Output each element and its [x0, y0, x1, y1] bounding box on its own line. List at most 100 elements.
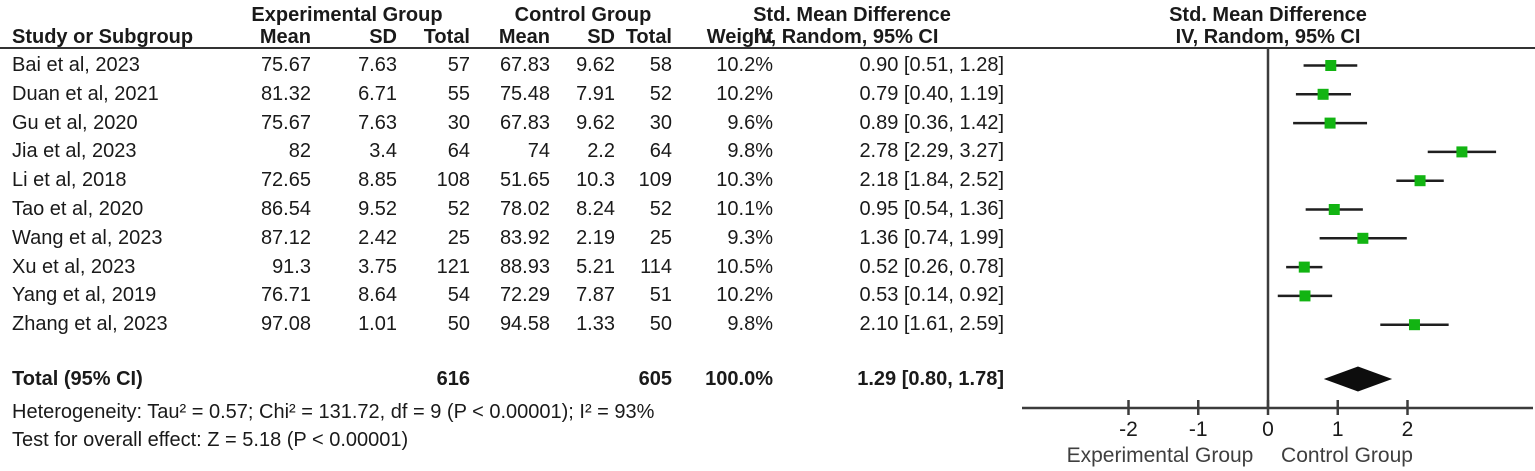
- ci-text: 0.79 [0.40, 1.19]: [859, 82, 1004, 105]
- ctrl-sd: 7.91: [576, 82, 615, 105]
- exp-mean: 75.67: [260, 54, 311, 76]
- ci-text: 2.78 [2.29, 3.27]: [859, 140, 1004, 163]
- ctrl-sd: 9.62: [576, 54, 615, 76]
- total-exp-n: 616: [436, 368, 470, 390]
- effect-marker: [1456, 146, 1468, 158]
- exp-sd: 8.85: [358, 169, 397, 192]
- ci-text: 2.18 [1.84, 2.52]: [859, 169, 1004, 192]
- ctrl-total: 25: [649, 226, 672, 249]
- exp-sd: 2.42: [358, 226, 397, 249]
- exp-total: 64: [447, 140, 470, 163]
- exp-total: 52: [447, 198, 470, 220]
- exp-sd: 1.01: [358, 313, 397, 336]
- exp-sd: 3.75: [358, 255, 397, 278]
- ctrl-total: 30: [649, 111, 672, 134]
- header-control-group: Control Group: [514, 4, 652, 26]
- study-name: Xu et al, 2023: [12, 255, 136, 278]
- study-row: Tao et al, 2020 86.54 9.52 52 78.02 8.24 52 10.…: [0, 195, 1535, 224]
- header-study-col: Study or Subgroup: [12, 26, 194, 48]
- header-plot-sub: IV, Random, 95% CI: [1175, 26, 1361, 48]
- study-row: Li et al, 2018 72.65 8.85 108 51.65 10.3 109 10…: [0, 166, 1535, 195]
- effect-marker: [1299, 290, 1311, 302]
- effect-marker: [1357, 232, 1369, 244]
- ctrl-mean: 94.58: [499, 313, 550, 336]
- ci-text: 0.53 [0.14, 0.92]: [859, 284, 1004, 307]
- effect-marker: [1317, 88, 1329, 100]
- exp-total: 55: [447, 82, 470, 105]
- exp-mean: 97.08: [260, 313, 311, 336]
- effect-marker: [1324, 117, 1336, 129]
- study-name: Gu et al, 2020: [12, 111, 138, 134]
- tick-label: 0: [1262, 418, 1274, 441]
- ctrl-total: 58: [649, 54, 672, 76]
- exp-total: 25: [447, 226, 470, 249]
- header-experimental-group: Experimental Group: [251, 4, 443, 26]
- exp-mean: 86.54: [260, 198, 311, 220]
- tick-label: 1: [1332, 418, 1344, 441]
- ci-text: 0.89 [0.36, 1.42]: [859, 111, 1004, 134]
- axis-caption-right: Control Group: [1281, 444, 1413, 467]
- study-name: Zhang et al, 2023: [12, 313, 168, 336]
- ctrl-sd: 5.21: [576, 255, 615, 278]
- exp-sd: 3.4: [369, 140, 397, 163]
- ci-text: 0.52 [0.26, 0.78]: [859, 255, 1004, 278]
- effect-marker: [1325, 60, 1337, 71]
- ci-text: 1.36 [0.74, 1.99]: [859, 226, 1004, 249]
- exp-mean: 75.67: [260, 111, 311, 134]
- ctrl-sd: 2.19: [576, 226, 615, 249]
- ctrl-sd: 8.24: [576, 198, 615, 220]
- ctrl-mean: 83.92: [499, 226, 550, 249]
- ctrl-total: 51: [649, 284, 672, 307]
- weight: 10.5%: [716, 255, 773, 278]
- weight: 9.3%: [727, 226, 773, 249]
- ctrl-sd: 2.2: [587, 140, 615, 163]
- ctrl-total: 114: [640, 255, 672, 278]
- study-name: Wang et al, 2023: [12, 226, 163, 249]
- tick-label: -1: [1189, 418, 1208, 441]
- header-exp-sd: SD: [369, 26, 397, 48]
- effect-marker: [1328, 204, 1340, 215]
- weight: 9.6%: [727, 111, 773, 134]
- exp-total: 121: [436, 255, 470, 278]
- exp-sd: 6.71: [358, 82, 397, 105]
- exp-total: 50: [447, 313, 470, 336]
- heterogeneity-note: Heterogeneity: Tau² = 0.57; Chi² = 131.7…: [12, 401, 655, 423]
- study-name: Jia et al, 2023: [12, 140, 137, 163]
- exp-sd: 7.63: [358, 111, 397, 134]
- header-exp-total: Total: [423, 26, 470, 48]
- ctrl-total: 109: [638, 169, 672, 192]
- tick-label: 2: [1402, 418, 1414, 441]
- study-name: Yang et al, 2019: [12, 284, 157, 307]
- exp-mean: 82: [288, 140, 311, 163]
- ctrl-mean: 74: [527, 140, 550, 163]
- ctrl-sd: 1.33: [576, 313, 615, 336]
- ctrl-mean: 67.83: [499, 111, 550, 134]
- ctrl-mean: 51.65: [499, 169, 550, 192]
- ci-text: 2.10 [1.61, 2.59]: [859, 313, 1004, 336]
- study-row: Bai et al, 2023 75.67 7.63 57 67.83 9.62 58 10.…: [0, 51, 1535, 80]
- effect-marker: [1414, 175, 1426, 187]
- header-weight: Weight: [706, 26, 773, 48]
- study-row: Gu et al, 2020 75.67 7.63 30 67.83 9.62 30 9.6%…: [0, 109, 1535, 138]
- total-ci: 1.29 [0.80, 1.78]: [857, 368, 1004, 390]
- study-name: Bai et al, 2023: [12, 54, 140, 76]
- header-underline: [0, 47, 1535, 49]
- study-name: Li et al, 2018: [12, 169, 127, 192]
- study-row: Duan et al, 2021 81.32 6.71 55 75.48 7.91 52 10…: [0, 80, 1535, 109]
- exp-mean: 87.12: [260, 226, 311, 249]
- ctrl-sd: 7.87: [576, 284, 615, 307]
- ctrl-mean: 78.02: [499, 198, 550, 220]
- weight: 10.3%: [716, 169, 773, 192]
- exp-total: 54: [447, 284, 470, 307]
- ctrl-total: 52: [649, 198, 672, 220]
- total-row: Total (95% CI) 616 605 100.0% 1.29 [0.80…: [0, 365, 1535, 394]
- exp-sd: 8.64: [358, 284, 397, 307]
- exp-mean: 81.32: [260, 82, 311, 105]
- total-label: Total (95% CI): [12, 368, 143, 390]
- ctrl-total: 52: [649, 82, 672, 105]
- study-row: Zhang et al, 2023 97.08 1.01 50 94.58 1.33 50 9…: [0, 310, 1535, 339]
- header-smd-title: Std. Mean Difference: [753, 4, 951, 26]
- header-smd-sub: IV, Random, 95% CI: [753, 26, 939, 48]
- study-row: Xu et al, 2023 91.3 3.75 121 88.93 5.21 114 10.…: [0, 253, 1535, 282]
